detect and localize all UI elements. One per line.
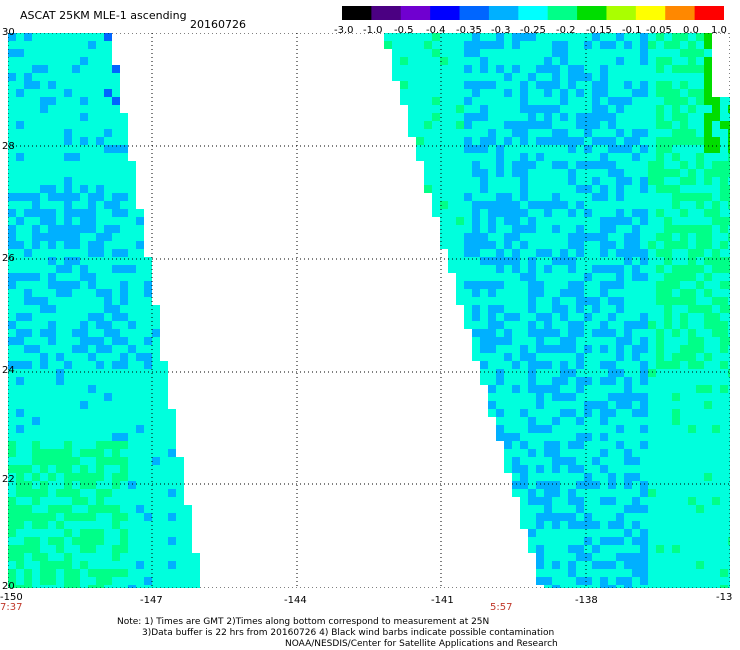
map-title: ASCAT 25KM MLE-1 ascending bbox=[20, 9, 187, 22]
colorbar-segment bbox=[342, 6, 372, 20]
lat-label: 20 bbox=[2, 581, 15, 592]
colorbar-label: -0.05 bbox=[646, 25, 672, 36]
colorbar-label: -0.4 bbox=[426, 25, 446, 36]
colorbar-segment bbox=[547, 6, 578, 20]
lon-label: -150 bbox=[0, 592, 23, 603]
colorbar-label: -3.0 bbox=[334, 25, 354, 36]
colorbar-segment bbox=[518, 6, 549, 20]
colorbar-label: 0.0 bbox=[683, 25, 699, 36]
colorbar-segment bbox=[400, 6, 431, 20]
colorbar-segment bbox=[577, 6, 607, 20]
swath-left bbox=[8, 33, 200, 588]
lon-label: -138 bbox=[575, 595, 598, 606]
pass-time-right: 5:57 bbox=[490, 602, 513, 613]
note-line-2: 3)Data buffer is 22 hrs from 20160726 4)… bbox=[142, 628, 555, 638]
colorbar-label: -0.5 bbox=[394, 25, 414, 36]
lat-label: 28 bbox=[2, 141, 15, 152]
lat-label: 30 bbox=[2, 27, 15, 38]
colorbar-label: -0.35 bbox=[456, 25, 482, 36]
lon-label: -141 bbox=[431, 595, 454, 606]
colorbar-segment bbox=[665, 6, 696, 20]
lat-label: 24 bbox=[2, 365, 15, 376]
note-credit: NOAA/NESDIS/Center for Satellite Applica… bbox=[285, 639, 558, 649]
colorbar-label: -0.2 bbox=[556, 25, 576, 36]
lat-label: 22 bbox=[2, 474, 15, 485]
colorbar-label: -0.15 bbox=[586, 25, 612, 36]
swath-right bbox=[384, 33, 730, 588]
colorbar bbox=[342, 6, 724, 20]
colorbar-segment bbox=[459, 6, 490, 20]
colorbar-segment bbox=[635, 6, 666, 20]
colorbar-segment bbox=[371, 6, 402, 20]
colorbar-label: -0.1 bbox=[622, 25, 642, 36]
lat-lon-grid bbox=[8, 33, 730, 588]
colorbar-segment bbox=[694, 6, 724, 20]
pass-time-left: 7:37 bbox=[0, 602, 23, 613]
lon-label: -13 bbox=[716, 592, 733, 603]
colorbar-label: -0.3 bbox=[491, 25, 511, 36]
lat-label: 26 bbox=[2, 253, 15, 264]
colorbar-segment bbox=[430, 6, 461, 20]
note-line-1: Note: 1) Times are GMT 2)Times along bot… bbox=[117, 617, 490, 627]
colorbar-label: -1.0 bbox=[363, 25, 383, 36]
map-plot bbox=[8, 33, 730, 588]
colorbar-label: 1.0 bbox=[711, 25, 727, 36]
colorbar-segment bbox=[606, 6, 637, 20]
colorbar-label: -0.25 bbox=[520, 25, 546, 36]
map-date: 20160726 bbox=[190, 18, 246, 31]
lon-label: -147 bbox=[140, 595, 163, 606]
colorbar-segment bbox=[488, 6, 519, 20]
lon-label: -144 bbox=[284, 595, 307, 606]
